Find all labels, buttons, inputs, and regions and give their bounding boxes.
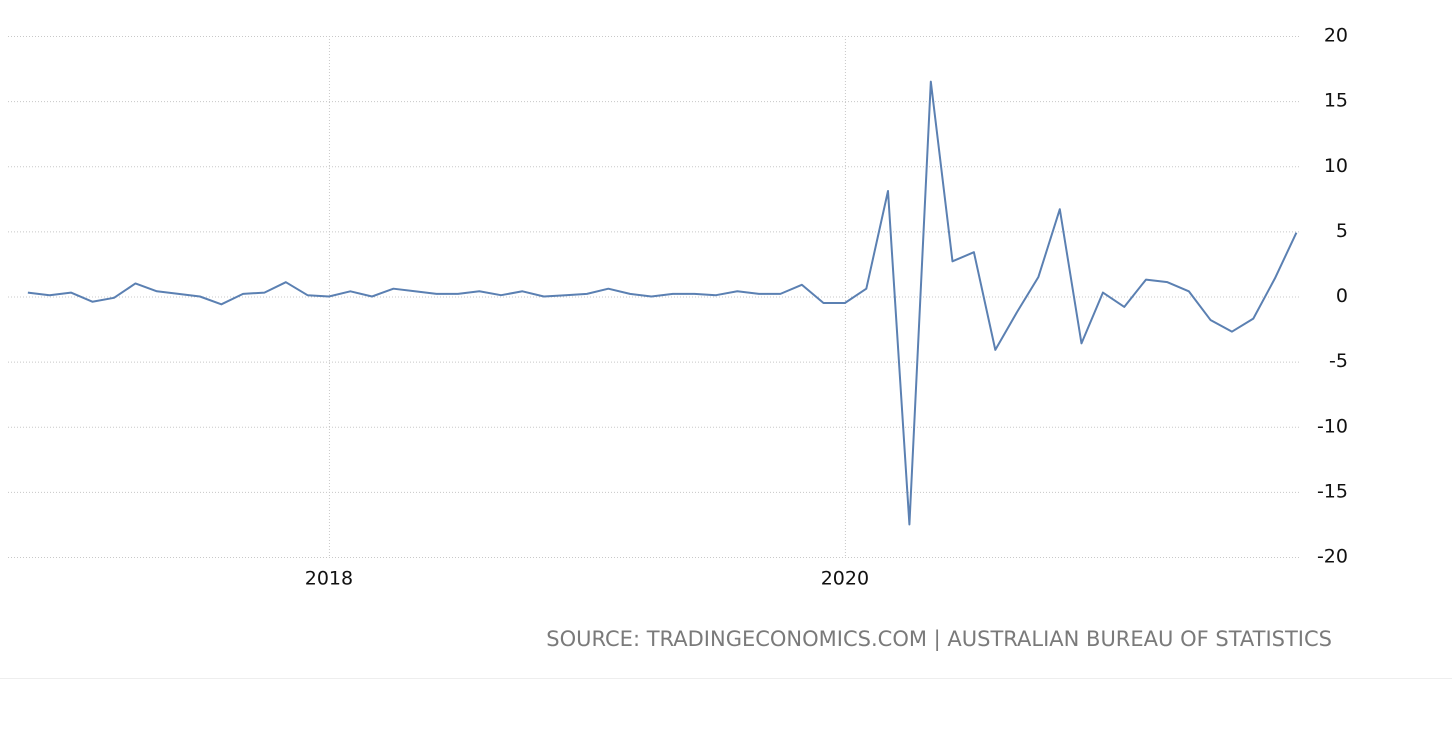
y-tick-label: -5: [1329, 350, 1348, 372]
y-tick-label: 5: [1336, 220, 1348, 242]
line: [27, 80, 1298, 526]
y-tick-label: 10: [1324, 155, 1348, 177]
y-tick-label: -15: [1317, 480, 1348, 502]
y-tick-label: 0: [1336, 285, 1348, 307]
x-tick-label: 2018: [305, 568, 353, 590]
y-tick-label: -10: [1317, 415, 1348, 437]
y-tick-label: 20: [1324, 25, 1348, 47]
x-tick-label: 2020: [821, 568, 869, 590]
source: SOURCE: TRADINGECONOMICS.COM | AUSTRALIA…: [546, 627, 1332, 652]
y-tick-label: -20: [1317, 546, 1348, 568]
y-tick-label: 15: [1324, 90, 1348, 112]
